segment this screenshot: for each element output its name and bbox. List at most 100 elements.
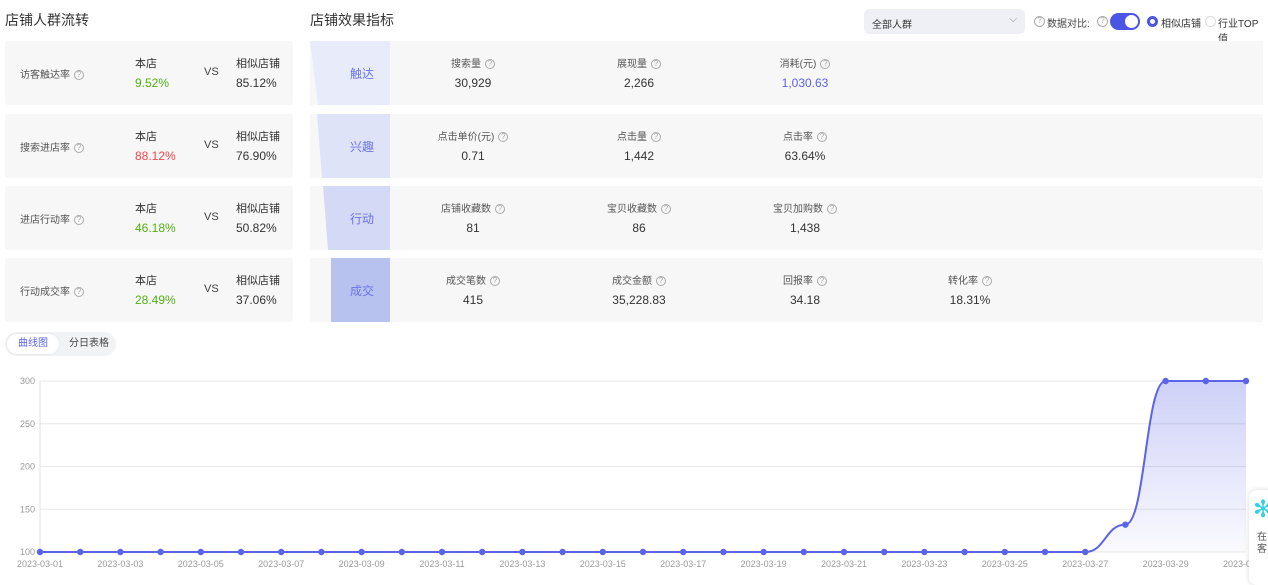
crowd-select[interactable]: 全部人群 ⌵ bbox=[864, 9, 1025, 34]
compare-label: 数据对比: bbox=[1047, 19, 1090, 30]
metric: 转化率? 18.31% bbox=[890, 258, 1050, 322]
tab-daily-table[interactable]: 分日表格 bbox=[69, 338, 109, 349]
metric-label: 点击量? bbox=[559, 128, 719, 143]
metric: 店铺收藏数? 81 bbox=[393, 186, 553, 250]
y-tick-label: 100 bbox=[20, 547, 35, 557]
metric-label: 点击率? bbox=[725, 128, 885, 143]
help-icon[interactable]: ? bbox=[817, 276, 827, 287]
data-point bbox=[1242, 377, 1250, 385]
help-icon[interactable]: ? bbox=[1034, 16, 1045, 27]
x-tick-label: 2023-03-15 bbox=[580, 559, 626, 569]
data-point bbox=[278, 548, 285, 556]
help-icon[interactable]: ? bbox=[74, 287, 84, 298]
own-store-value: 9.52% bbox=[135, 76, 170, 90]
y-tick-label: 250 bbox=[20, 419, 35, 429]
metric-label: 搜索量? bbox=[393, 55, 553, 70]
vs-label: VS bbox=[204, 66, 219, 78]
help-icon[interactable]: ? bbox=[498, 132, 509, 143]
own-store-value: 88.12% bbox=[135, 149, 176, 163]
own-store-label: 本店 bbox=[135, 131, 157, 143]
trend-chart: 100 150 200 250 300 2023-03-01 2023-03-03 2023-… bbox=[17, 376, 1268, 569]
x-tick-label: 2023-03-23 bbox=[901, 559, 947, 569]
help-icon[interactable]: ? bbox=[820, 59, 831, 70]
data-point bbox=[840, 548, 848, 556]
x-tick-label: 2023-03-07 bbox=[258, 559, 304, 569]
data-point bbox=[1041, 548, 1049, 556]
radio-industry-top-label[interactable]: 行业TOP值 bbox=[1218, 19, 1259, 45]
peer-store-label: 相似店铺 bbox=[236, 131, 280, 143]
metric-label: 宝贝收藏数? bbox=[559, 200, 719, 215]
data-point bbox=[760, 548, 767, 556]
data-point bbox=[77, 548, 84, 556]
help-icon[interactable]: ? bbox=[982, 276, 992, 287]
help-icon[interactable]: ? bbox=[1097, 16, 1108, 27]
help-icon[interactable]: ? bbox=[651, 132, 661, 143]
own-store-label: 本店 bbox=[135, 275, 157, 287]
help-icon[interactable]: ? bbox=[827, 204, 837, 215]
x-tick-label: 2023-03-27 bbox=[1062, 559, 1108, 569]
tab-curve[interactable]: 曲线图 bbox=[7, 334, 59, 354]
flow-metric-label: 行动成交率? bbox=[20, 283, 84, 298]
radio-industry-top[interactable] bbox=[1205, 16, 1216, 27]
data-point bbox=[157, 548, 164, 556]
help-icon[interactable]: ? bbox=[490, 276, 500, 287]
data-point bbox=[800, 548, 807, 556]
help-icon[interactable]: ? bbox=[485, 59, 495, 70]
stage-label: 行动 bbox=[323, 186, 390, 250]
data-point bbox=[559, 548, 566, 556]
data-point bbox=[680, 548, 687, 556]
data-point bbox=[237, 548, 245, 556]
compare-toggle[interactable] bbox=[1110, 13, 1140, 30]
help-icon[interactable]: ? bbox=[74, 215, 84, 226]
metric-label: 成交笔数? bbox=[393, 272, 553, 287]
metric-value: 1,030.63 bbox=[781, 76, 829, 90]
y-tick-label: 150 bbox=[20, 504, 35, 514]
stage-label: 触达 bbox=[310, 41, 390, 105]
stage-row: 触达 搜索量? 30,929 展现量? 2,266 消耗(元)? 1,030.6… bbox=[310, 41, 1263, 105]
stage-row: 兴趣 点击单价(元)? 0.71 点击量? 1,442 点击率? 63.64% bbox=[310, 114, 1263, 178]
metric-value: 63.64% bbox=[784, 149, 826, 163]
peer-store-label: 相似店铺 bbox=[236, 203, 280, 215]
help-icon[interactable]: ? bbox=[74, 143, 84, 154]
metric: 回报率? 34.18 bbox=[725, 258, 885, 322]
radio-similar-store-label[interactable]: 相似店铺 bbox=[1161, 19, 1201, 30]
peer-store-value: 50.82% bbox=[236, 221, 277, 235]
metric-label: 点击单价(元)? bbox=[393, 128, 553, 143]
x-tick-label: 2023-03-13 bbox=[499, 559, 545, 569]
metric-label: 展现量? bbox=[559, 55, 719, 70]
flow-row: 搜索进店率? 本店 88.12% VS 相似店铺 76.90% bbox=[5, 114, 293, 178]
right-panel-title: 店铺效果指标 bbox=[310, 12, 394, 28]
help-icon[interactable]: ? bbox=[661, 204, 671, 215]
metric-value: 1,442 bbox=[623, 149, 655, 163]
floating-service-widget[interactable]: ✻ 在 客 bbox=[1249, 490, 1268, 585]
data-point bbox=[36, 548, 44, 556]
help-icon[interactable]: ? bbox=[495, 204, 505, 215]
help-icon[interactable]: ? bbox=[656, 276, 666, 287]
own-store-value: 46.18% bbox=[135, 221, 176, 235]
metric-value: 35,228.83 bbox=[612, 293, 666, 307]
area-fill bbox=[40, 381, 1246, 552]
x-tick-label: 2023-03-01 bbox=[17, 559, 63, 569]
metric-value: 30,929 bbox=[454, 76, 492, 90]
flow-metric-label: 搜索进店率? bbox=[20, 139, 84, 154]
help-icon[interactable]: ? bbox=[651, 59, 661, 70]
x-tick-label: 2023-03-19 bbox=[741, 559, 787, 569]
flow-row: 行动成交率? 本店 28.49% VS 相似店铺 37.06% bbox=[5, 258, 293, 322]
data-point bbox=[318, 548, 325, 556]
metric-value: 34.18 bbox=[789, 293, 821, 307]
flow-metric-label: 访客触达率? bbox=[20, 66, 84, 81]
metric-value: 81 bbox=[466, 221, 480, 235]
radio-similar-store[interactable] bbox=[1147, 16, 1158, 27]
y-tick-label: 300 bbox=[20, 376, 35, 386]
view-toggle: 曲线图 分日表格 bbox=[5, 332, 116, 356]
x-tick-label: 2023-03-21 bbox=[821, 559, 867, 569]
flow-row: 进店行动率? 本店 46.18% VS 相似店铺 50.82% bbox=[5, 186, 293, 250]
help-icon[interactable]: ? bbox=[817, 132, 827, 143]
help-icon[interactable]: ? bbox=[74, 70, 84, 81]
metric: 点击单价(元)? 0.71 bbox=[393, 114, 553, 178]
data-point bbox=[197, 548, 204, 556]
data-point bbox=[398, 548, 405, 556]
x-tick-label: 2023-03-09 bbox=[339, 559, 385, 569]
data-point bbox=[1202, 377, 1210, 385]
x-tick-label: 2023-03-25 bbox=[982, 559, 1028, 569]
